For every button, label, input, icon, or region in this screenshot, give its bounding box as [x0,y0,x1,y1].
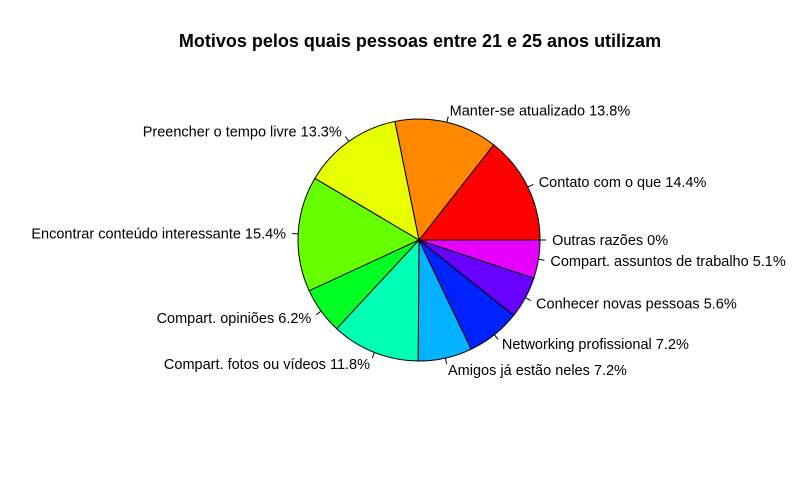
label-slice-8: Networking profissional 7.2% [502,337,689,353]
pie-slices [297,118,541,362]
label-slice-9: Conhecer novas pessoas 5.6% [536,296,737,312]
leader-slice-7 [444,357,448,365]
slice-labels: Outras razões 0% Contato com o que 14.4% M… [31,103,786,378]
leader-slice-8 [493,334,499,340]
leader-slice-6 [371,352,375,359]
leader-slice-1 [527,184,534,188]
label-slice-4: Encontrar conteúdo interessante 15.4% [31,226,286,242]
label-slice-5: Compart. opiniões 6.2% [157,311,312,327]
label-slice-0: Outras razões 0% [552,233,668,249]
label-slice-10: Compart. assuntos de trabalho 5.1% [550,254,785,270]
label-slice-6: Compart. fotos ou vídeos 11.8% [164,357,370,373]
label-slice-3: Preencher o tempo livre 13.3% [143,125,342,141]
label-slice-1: Contato com o que 14.4% [539,175,707,191]
pie-slice-4 [297,177,421,292]
leader-slice-3 [344,136,350,142]
leader-lines [292,116,547,365]
chart-title: Motivos pelos quais pessoas entre 21 e 2… [179,31,661,51]
leader-slice-9 [525,297,531,301]
pie-slice-1 [417,144,541,241]
leader-slice-10 [538,258,545,261]
leader-slice-2 [446,116,449,123]
label-slice-2: Manter-se atualizado 13.8% [450,103,631,119]
leader-slice-5 [315,310,322,316]
label-slice-7: Amigos já estão neles 7.2% [448,363,627,379]
pie-slice-3 [314,120,420,242]
